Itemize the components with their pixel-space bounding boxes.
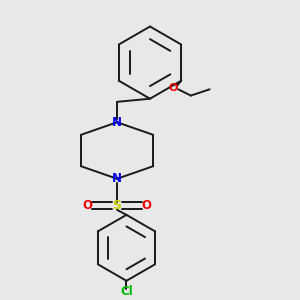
Text: N: N [112, 116, 122, 129]
Text: S: S [112, 199, 122, 212]
Text: Cl: Cl [120, 285, 133, 298]
Text: O: O [169, 83, 178, 93]
Text: O: O [82, 199, 92, 212]
Text: N: N [112, 172, 122, 185]
Text: O: O [142, 199, 152, 212]
